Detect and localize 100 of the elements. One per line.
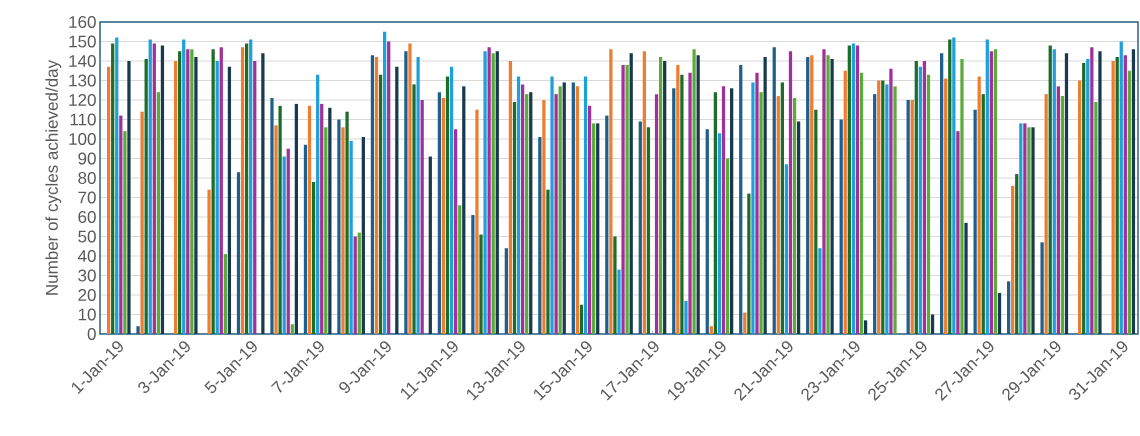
bar: [550, 76, 554, 334]
bar: [826, 55, 830, 334]
bar: [964, 222, 968, 334]
bar: [948, 39, 952, 334]
bar: [428, 156, 432, 334]
bar: [680, 74, 684, 334]
bar: [458, 205, 462, 334]
bar: [956, 131, 960, 334]
y-tick-label: 150: [69, 35, 96, 48]
bar: [282, 156, 286, 334]
bar: [525, 94, 529, 334]
bar: [759, 92, 763, 334]
bar: [316, 74, 320, 334]
bar: [328, 107, 332, 334]
bar: [115, 37, 119, 334]
bar: [1048, 45, 1052, 334]
bar: [412, 84, 416, 334]
y-tick-label: 70: [78, 191, 96, 204]
bar: [629, 53, 633, 334]
bar: [960, 59, 964, 334]
bar: [579, 304, 584, 334]
bar: [788, 51, 793, 334]
bar: [294, 103, 298, 334]
bar: [307, 105, 312, 334]
y-tick-label: 40: [77, 249, 96, 263]
bar: [357, 232, 361, 334]
bar: [383, 31, 387, 334]
bar: [1086, 59, 1090, 334]
bar: [219, 47, 223, 334]
bar: [1098, 51, 1102, 334]
bar: [487, 47, 491, 334]
bar: [893, 86, 897, 334]
bar: [215, 61, 219, 334]
bar: [625, 64, 629, 334]
bar: [227, 66, 232, 334]
bar: [1056, 86, 1060, 334]
bar: [654, 94, 659, 334]
bar: [1023, 123, 1027, 334]
bar: [491, 53, 495, 334]
y-tick-label: 30: [78, 269, 96, 282]
bar: [721, 86, 726, 334]
bar: [743, 312, 747, 334]
bar: [930, 314, 935, 334]
bar: [207, 189, 211, 334]
bar: [495, 51, 499, 334]
y-tick-label: 20: [78, 288, 96, 302]
bar: [479, 234, 483, 334]
bar: [818, 248, 822, 334]
bar: [981, 94, 985, 334]
bar: [847, 45, 851, 334]
y-tick-label: 50: [78, 230, 96, 243]
bar: [1111, 61, 1115, 334]
bar: [910, 99, 914, 334]
bar: [290, 324, 294, 334]
bar: [274, 125, 278, 334]
bar: [784, 164, 789, 334]
bar: [885, 84, 889, 334]
bar: [1127, 70, 1132, 334]
bar: [851, 43, 856, 334]
bar: [780, 82, 784, 334]
bar: [717, 133, 722, 334]
bar: [592, 123, 596, 334]
bar: [1027, 127, 1031, 334]
bar: [596, 123, 600, 334]
bar: [609, 49, 613, 334]
bar: [160, 45, 165, 334]
bar: [688, 72, 692, 334]
y-tick-label: 80: [78, 171, 96, 185]
y-tick-label: 140: [69, 54, 96, 68]
bar: [822, 49, 826, 334]
bar: [621, 64, 625, 334]
bar: [408, 43, 412, 334]
bar: [508, 61, 513, 334]
bar: [696, 55, 700, 334]
bar: [1119, 41, 1123, 334]
y-tick-label: 100: [69, 132, 96, 146]
bar: [521, 84, 525, 334]
bar: [445, 76, 450, 334]
bar: [107, 66, 111, 334]
bar: [997, 293, 1002, 334]
bar: [140, 111, 144, 334]
bar: [127, 61, 131, 334]
bar: [713, 92, 718, 334]
bar: [119, 115, 123, 334]
bar: [512, 101, 517, 334]
y-axis-title: Number of cycles achieved/day: [45, 59, 62, 295]
bar: [194, 57, 198, 334]
bar: [985, 39, 989, 334]
bar: [776, 96, 780, 334]
bar: [324, 127, 328, 334]
bar: [1131, 49, 1136, 334]
bar: [1060, 96, 1065, 334]
bar: [952, 37, 956, 334]
bar: [889, 68, 893, 334]
bar: [152, 43, 156, 334]
bar: [261, 53, 265, 334]
bar: [792, 98, 797, 334]
bar: [918, 66, 922, 334]
bar: [1052, 49, 1056, 334]
bar: [1044, 94, 1048, 334]
